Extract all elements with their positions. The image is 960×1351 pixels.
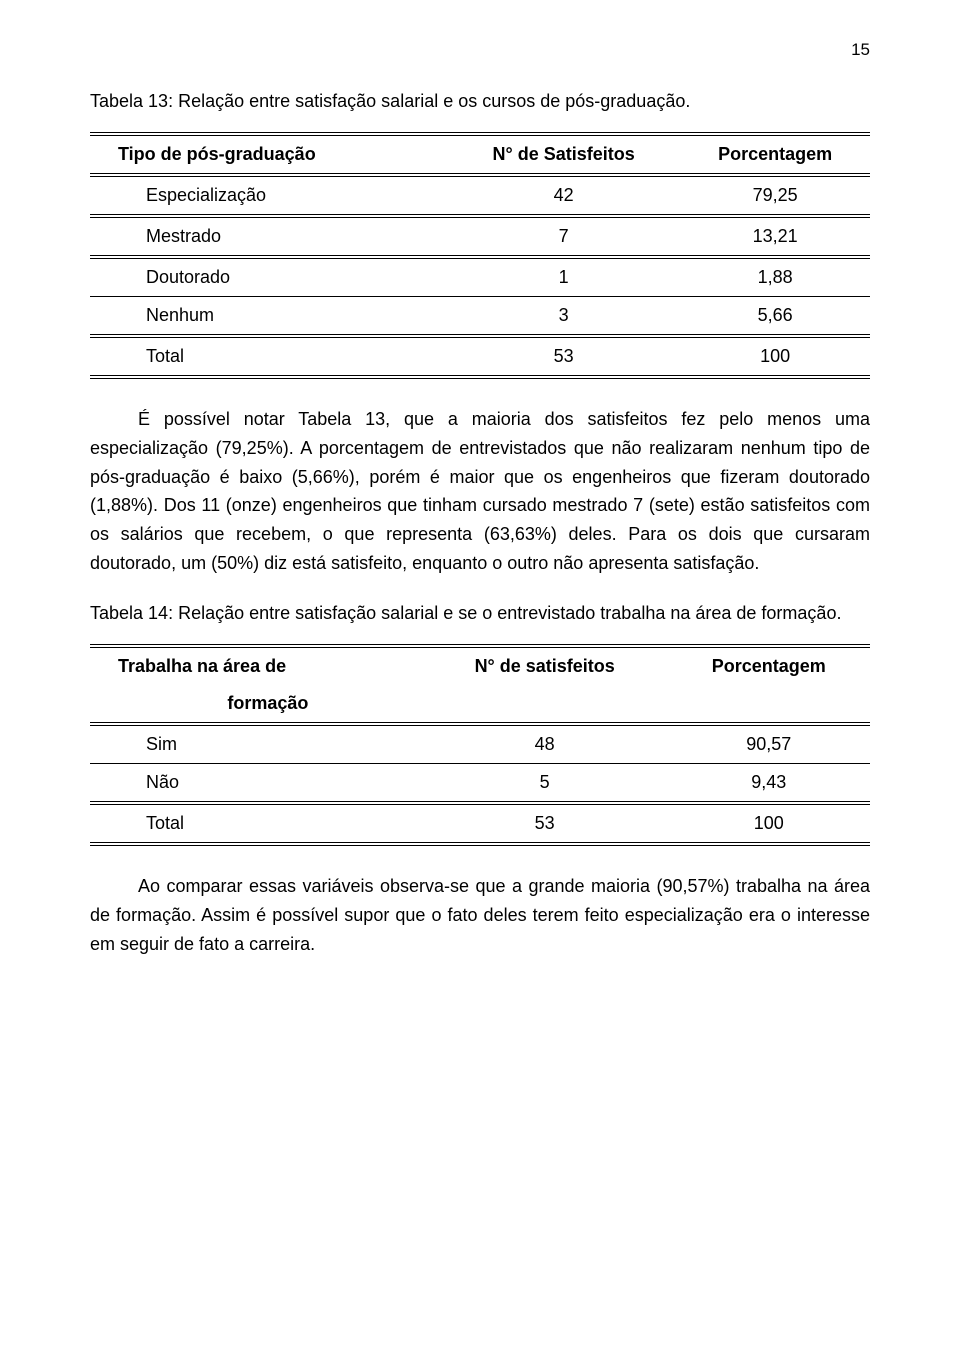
table-total-row: Total 53 100 xyxy=(90,336,870,377)
cell: 100 xyxy=(668,803,870,844)
cell: Mestrado xyxy=(90,216,447,257)
cell: 5,66 xyxy=(680,297,870,337)
cell: Especialização xyxy=(90,175,447,216)
cell: 1 xyxy=(447,257,680,297)
table-row: Não 5 9,43 xyxy=(90,763,870,803)
cell: 79,25 xyxy=(680,175,870,216)
table-row: Especialização 42 79,25 xyxy=(90,175,870,216)
page: 15 Tabela 13: Relação entre satisfação s… xyxy=(0,0,960,1040)
paragraph: Ao comparar essas variáveis observa-se q… xyxy=(90,872,870,958)
col-header: Tipo de pós-graduação xyxy=(90,134,447,175)
table-row: Nenhum 3 5,66 xyxy=(90,297,870,337)
cell: Total xyxy=(90,803,422,844)
cell: 53 xyxy=(447,336,680,377)
col-header: Porcentagem xyxy=(668,646,870,685)
cell: 100 xyxy=(680,336,870,377)
cell: Total xyxy=(90,336,447,377)
cell: 5 xyxy=(422,763,668,803)
table-header-row: formação xyxy=(90,685,870,724)
cell: Não xyxy=(90,763,422,803)
cell: 13,21 xyxy=(680,216,870,257)
cell: Doutorado xyxy=(90,257,447,297)
table13-caption: Tabela 13: Relação entre satisfação sala… xyxy=(90,88,870,114)
col-header xyxy=(422,685,668,724)
table14-caption: Tabela 14: Relação entre satisfação sala… xyxy=(90,600,870,626)
cell: 3 xyxy=(447,297,680,337)
table-header-row: Tipo de pós-graduação N° de Satisfeitos … xyxy=(90,134,870,175)
table13: Tipo de pós-graduação N° de Satisfeitos … xyxy=(90,132,870,379)
cell: 9,43 xyxy=(668,763,870,803)
table-total-row: Total 53 100 xyxy=(90,803,870,844)
col-header: formação xyxy=(90,685,422,724)
col-header: Porcentagem xyxy=(680,134,870,175)
table-row: Doutorado 1 1,88 xyxy=(90,257,870,297)
cell: 53 xyxy=(422,803,668,844)
table-row: Mestrado 7 13,21 xyxy=(90,216,870,257)
cell: 7 xyxy=(447,216,680,257)
col-header xyxy=(668,685,870,724)
cell: Nenhum xyxy=(90,297,447,337)
cell: 48 xyxy=(422,724,668,764)
cell: 1,88 xyxy=(680,257,870,297)
col-header: N° de satisfeitos xyxy=(422,646,668,685)
col-header: N° de Satisfeitos xyxy=(447,134,680,175)
cell: 42 xyxy=(447,175,680,216)
table14: Trabalha na área de N° de satisfeitos Po… xyxy=(90,644,870,846)
page-number: 15 xyxy=(90,40,870,60)
table-row: Sim 48 90,57 xyxy=(90,724,870,764)
cell: Sim xyxy=(90,724,422,764)
table-header-row: Trabalha na área de N° de satisfeitos Po… xyxy=(90,646,870,685)
col-header: Trabalha na área de xyxy=(90,646,422,685)
paragraph: É possível notar Tabela 13, que a maiori… xyxy=(90,405,870,578)
cell: 90,57 xyxy=(668,724,870,764)
